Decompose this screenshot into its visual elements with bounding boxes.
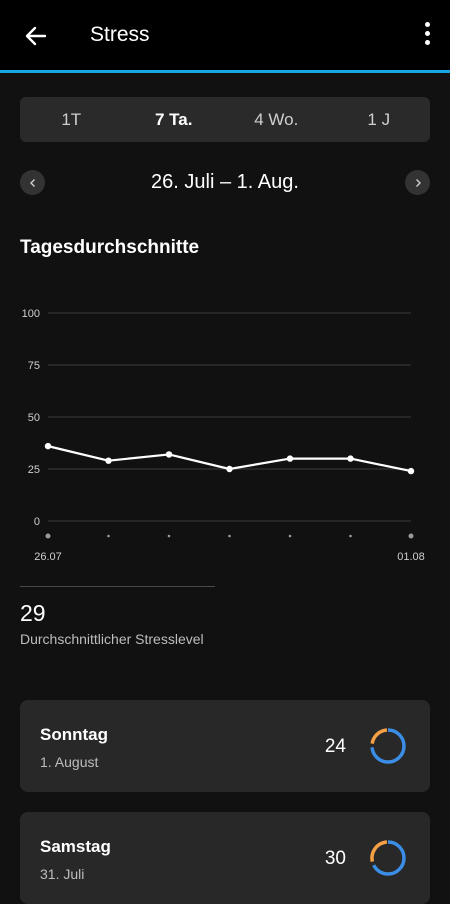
tab-1-day[interactable]: 1T — [61, 109, 82, 129]
x-tick-dot — [228, 534, 231, 538]
chevron-left-icon — [29, 178, 35, 187]
section-title: Tagesdurchschnitte — [20, 237, 200, 258]
y-tick-label: 0 — [34, 516, 40, 528]
rest-arc — [370, 728, 406, 764]
next-period-button[interactable] — [405, 170, 430, 195]
y-tick-label: 25 — [28, 464, 40, 476]
day-card-sunday[interactable]: Sonntag 1. August 24 — [20, 700, 430, 792]
stress-ring-icon — [370, 840, 406, 876]
x-tick-dot — [107, 534, 110, 538]
back-button[interactable] — [22, 22, 50, 50]
stress-arc — [370, 840, 406, 876]
tab-7-days[interactable]: 7 Ta. — [155, 109, 193, 129]
day-name: Samstag — [40, 837, 111, 856]
day-name: Sonntag — [40, 725, 108, 744]
x-tick-dot — [167, 534, 171, 538]
data-point — [347, 455, 354, 462]
back-arrow-icon — [25, 26, 47, 46]
x-tick-dot — [45, 533, 51, 539]
date-range-label: 26. Juli – 1. Aug. — [151, 171, 299, 193]
tab-1-year[interactable]: 1 J — [367, 109, 391, 129]
tab-4-weeks[interactable]: 4 Wo. — [254, 109, 299, 129]
overflow-menu-button[interactable] — [422, 22, 432, 48]
day-stress-value: 24 — [324, 736, 346, 757]
more-vertical-icon — [424, 22, 430, 27]
stress-arc — [370, 728, 406, 764]
x-tick-dot — [288, 534, 292, 538]
average-stress-label: Durchschnittlicher Stresslevel — [20, 631, 204, 647]
day-date: 31. Juli — [40, 866, 85, 882]
x-tick-dot — [349, 534, 352, 538]
app-bar: Stress — [0, 0, 450, 73]
data-point — [44, 442, 52, 450]
chevron-right-icon — [415, 178, 421, 187]
divider — [20, 586, 215, 587]
x-tick-dot — [408, 533, 414, 539]
day-card-saturday[interactable]: Samstag 31. Juli 30 — [20, 812, 430, 904]
day-date: 1. August — [40, 754, 99, 770]
rest-arc — [370, 840, 406, 876]
stress-ring-icon — [370, 728, 406, 764]
data-point — [226, 465, 233, 473]
date-navigator: 26. Juli – 1. Aug. — [20, 168, 430, 196]
y-tick-label: 75 — [28, 360, 40, 372]
period-tabs: 1T 7 Ta. 4 Wo. 1 J — [20, 97, 430, 142]
x-tick-label: 26.07 — [34, 551, 62, 563]
previous-period-button[interactable] — [20, 170, 45, 195]
data-point — [105, 457, 112, 464]
data-point — [407, 467, 415, 475]
day-stress-value: 30 — [324, 848, 346, 869]
y-tick-label: 50 — [28, 412, 40, 424]
y-tick-label: 100 — [22, 308, 40, 320]
data-point — [165, 451, 173, 458]
daily-averages-chart: 0 25 50 75 100 26.07 01.08 — [22, 308, 425, 563]
page-title: Stress — [90, 23, 150, 46]
accent-divider — [0, 70, 450, 73]
x-tick-label: 01.08 — [397, 551, 425, 563]
average-stress-value: 29 — [20, 600, 46, 626]
data-point — [286, 455, 294, 462]
